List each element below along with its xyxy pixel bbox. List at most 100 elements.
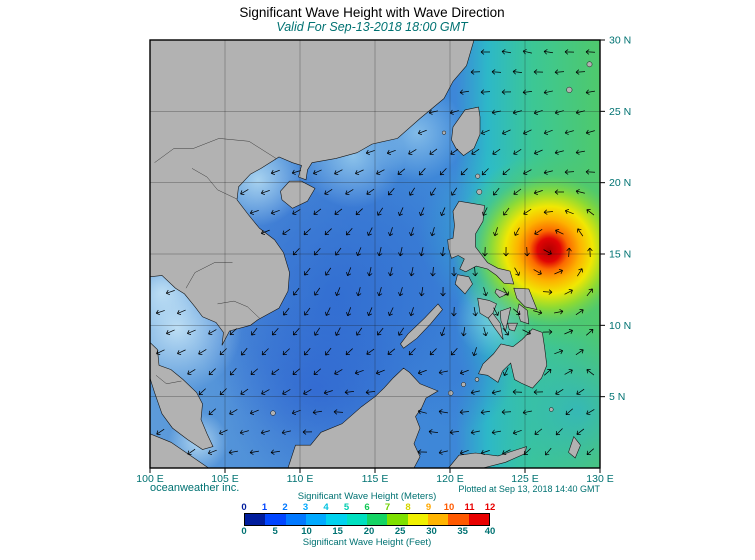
wave-direction-arrow [543, 369, 552, 376]
wave-direction-arrow [512, 69, 523, 75]
wave-direction-arrow [365, 389, 376, 395]
wave-direction-arrow [533, 69, 544, 75]
wave-direction-arrow [554, 69, 565, 75]
landmass [454, 274, 473, 295]
colorbar-segment [427, 514, 449, 525]
colorbar-feet-ticks: 0 5 10 15 20 25 30 35 40 [241, 526, 495, 537]
meter-tick-label: 3 [302, 502, 309, 513]
latitude-tick-label: 10 N [609, 320, 631, 332]
colorbar-segment [285, 514, 306, 525]
landmass [150, 342, 214, 450]
colorbar-segment [326, 514, 347, 525]
colorbar-segment [305, 514, 327, 525]
land-layer [150, 40, 593, 468]
wave-direction-arrow [293, 287, 300, 296]
typhoon-wave-maximum [452, 153, 600, 347]
longitude-tick-label: 130 E [586, 473, 613, 485]
wave-direction-arrow [260, 189, 270, 195]
landmass [400, 303, 443, 349]
wave-direction-arrow [270, 449, 280, 455]
wave-direction-arrow [260, 229, 270, 235]
wave-direction-arrow [430, 266, 436, 277]
wave-direction-arrow [460, 168, 468, 176]
latitude-tick-label: 20 N [609, 177, 631, 189]
wave-direction-arrow [450, 148, 459, 155]
wave-direction-arrows [155, 49, 596, 456]
latitude-tick-label: 5 N [609, 391, 625, 403]
wave-direction-arrow [345, 348, 353, 356]
wave-direction-arrow [388, 267, 394, 277]
landmass [478, 328, 548, 389]
colorbar-gradient-bar [244, 513, 490, 526]
wave-direction-arrow [292, 368, 301, 375]
wave-direction-arrow [291, 169, 301, 175]
wave-direction-arrow [450, 348, 458, 356]
wave-direction-arrow [566, 247, 572, 258]
meter-tick-label: 0 [241, 502, 247, 513]
wave-direction-arrow [419, 247, 425, 257]
wave-direction-arrow [555, 229, 564, 235]
wave-direction-arrow [388, 307, 394, 316]
wave-direction-arrow [564, 49, 575, 55]
colorbar-segment [366, 514, 388, 525]
country-border-line [155, 375, 182, 385]
wave-direction-arrow [166, 329, 175, 335]
wave-direction-arrow [585, 49, 596, 55]
small-island [586, 61, 593, 68]
wave-direction-arrow [491, 109, 501, 115]
wave-direction-arrow [480, 129, 490, 135]
wave-direction-arrow [417, 449, 428, 455]
wave-direction-arrow [229, 409, 238, 415]
wave-direction-arrow [335, 287, 341, 297]
wave-direction-arrow [513, 149, 522, 155]
feet-tick-label: 25 [394, 526, 406, 537]
meter-tick-label: 4 [323, 502, 329, 513]
wave-direction-arrow [564, 209, 574, 215]
latitude-tick-label: 30 N [609, 35, 631, 47]
wave-direction-arrow [418, 168, 426, 176]
wave-direction-arrow [482, 207, 488, 216]
wave-direction-arrow [543, 129, 553, 135]
wave-direction-arrow [325, 267, 332, 276]
wave-direction-arrow [365, 149, 375, 155]
wave-direction-arrow [491, 389, 501, 395]
longitude-tick-label: 115 E [362, 473, 389, 485]
wave-direction-arrow [502, 129, 511, 135]
wave-direction-arrow [291, 409, 301, 415]
wave-direction-arrow [565, 408, 574, 415]
wave-direction-arrow [501, 49, 512, 55]
wave-direction-arrow [585, 89, 595, 95]
country-border-line [154, 138, 277, 163]
latitude-tick-label: 25 N [609, 106, 631, 118]
wave-direction-arrow [386, 149, 396, 155]
wave-direction-arrow [429, 148, 438, 155]
longitude-tick-label: 105 E [211, 473, 238, 485]
wave-direction-arrow [470, 389, 480, 395]
wave-direction-arrow [398, 207, 404, 216]
wave-direction-arrow [409, 267, 415, 277]
wave-direction-arrow [480, 89, 491, 95]
meter-tick-label: 1 [261, 502, 268, 513]
wave-direction-arrow [523, 129, 532, 135]
longitude-axis-labels: 100 E 105 E 110 E 115 E 120 E 125 E 130 E [136, 473, 613, 485]
wave-direction-arrow [367, 227, 373, 236]
wave-direction-arrow [292, 328, 300, 336]
wave-direction-arrow [438, 369, 448, 375]
wave-direction-arrow [367, 267, 373, 277]
wave-direction-arrow [377, 287, 383, 297]
landmass [451, 106, 481, 156]
wave-direction-arrow [249, 209, 259, 215]
colorbar-segment [346, 514, 367, 525]
wave-direction-arrow [260, 429, 270, 435]
wave-direction-arrow [534, 149, 543, 155]
wave-direction-arrow [304, 307, 311, 316]
country-border-line [217, 300, 260, 319]
wave-direction-arrow [451, 266, 457, 277]
axis-tick-marks [149, 39, 605, 473]
wave-direction-arrow [470, 69, 481, 75]
wave-direction-arrow [459, 369, 469, 375]
feet-tick-label: 40 [484, 526, 496, 537]
wave-direction-arrow [219, 388, 227, 396]
wave-direction-arrow [165, 289, 175, 295]
wave-direction-arrow [480, 449, 490, 455]
